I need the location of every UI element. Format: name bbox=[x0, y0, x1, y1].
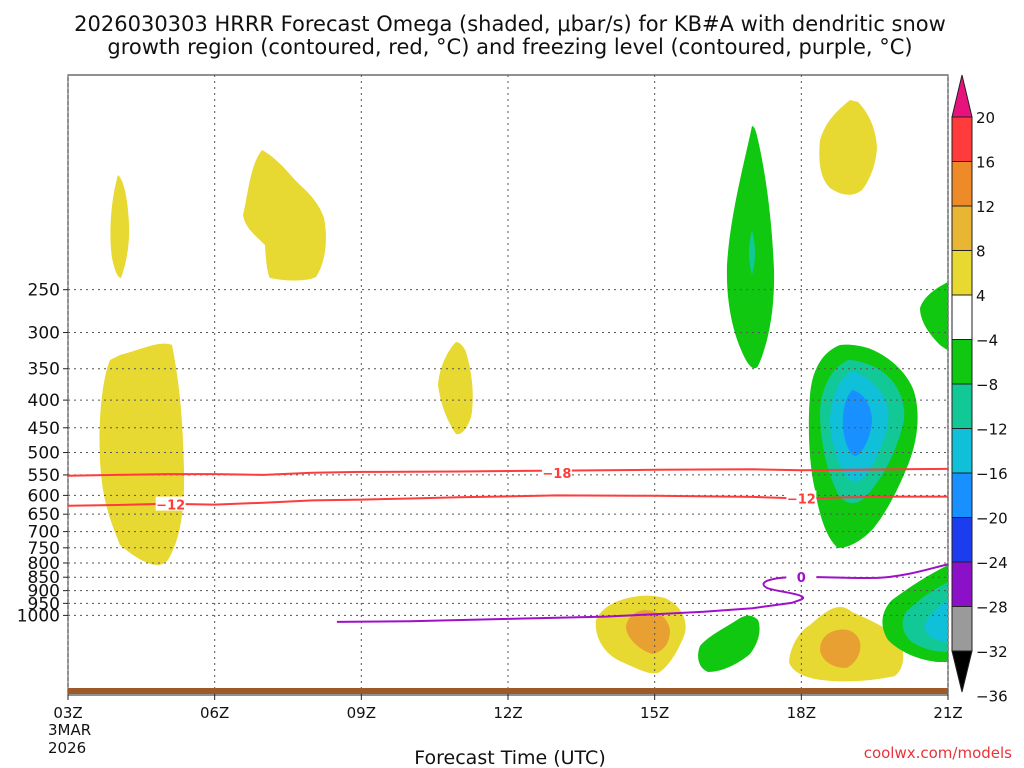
yellow-region-left-upper bbox=[110, 175, 130, 278]
colorbar: 20 16 12 8 4 −4 −8 −12 −16 −20 −24 −28 −32 −36 bbox=[951, 74, 1008, 706]
colorbar-segment bbox=[951, 606, 973, 652]
colorbar-label: −20 bbox=[976, 510, 1008, 528]
green-core-1700 bbox=[749, 230, 755, 275]
y-tick-label: 350 bbox=[28, 360, 60, 380]
contour-lines: −18 −12 −12 0 bbox=[67, 464, 949, 623]
colorbar-label: −16 bbox=[976, 465, 1008, 483]
blue-region-1900-500 bbox=[842, 390, 872, 456]
date-label-year: 2026 bbox=[48, 739, 86, 757]
x-tick-label: 09Z bbox=[347, 704, 376, 722]
x-tick-label: 21Z bbox=[933, 704, 962, 722]
dendritic-minus18-line bbox=[67, 467, 949, 477]
dendritic-minus12-right-label: −12 bbox=[787, 492, 816, 507]
colorbar-segment bbox=[951, 116, 973, 162]
colorbar-label: −36 bbox=[976, 688, 1008, 706]
freezing-level-label: 0 bbox=[797, 571, 806, 586]
y-tick-label: 850 bbox=[28, 568, 60, 588]
colorbar-segment bbox=[951, 561, 973, 607]
colorbar-label: −12 bbox=[976, 421, 1008, 439]
orange-region-1900-930 bbox=[820, 629, 861, 668]
colorbar-label: 4 bbox=[976, 287, 986, 305]
yellow-region-1100-450 bbox=[438, 342, 473, 435]
y-tick-label: 250 bbox=[28, 281, 60, 301]
date-label-day: 3MAR bbox=[48, 721, 91, 739]
orange-region-1500-900 bbox=[626, 610, 670, 654]
y-tick-label: 300 bbox=[28, 324, 60, 344]
y-tick-label: 900 bbox=[28, 582, 60, 602]
y-tick-label: 600 bbox=[28, 486, 60, 506]
chart-title-line1: 2026030303 HRRR Forecast Omega (shaded, … bbox=[74, 12, 946, 36]
x-axis: 03Z 06Z 09Z 12Z 15Z 18Z 21Z bbox=[53, 694, 963, 722]
y-tick-label: 950 bbox=[28, 594, 60, 614]
y-tick-label: 550 bbox=[28, 466, 60, 486]
y-tick-label: 400 bbox=[28, 391, 60, 411]
dendritic-minus18-label: −18 bbox=[542, 467, 571, 482]
colorbar-bottom-arrow bbox=[951, 650, 973, 693]
y-tick-label: 650 bbox=[28, 505, 60, 525]
dendritic-minus12-line bbox=[67, 494, 948, 507]
green-region-1700-950 bbox=[698, 615, 760, 672]
colorbar-segment bbox=[951, 383, 973, 429]
colorbar-top-arrow bbox=[951, 74, 973, 118]
yellow-region-0600-300 bbox=[243, 150, 326, 281]
colorbar-label: 8 bbox=[976, 243, 986, 261]
x-tick-label: 03Z bbox=[53, 704, 82, 722]
x-tick-label: 18Z bbox=[787, 704, 816, 722]
y-tick-label: 800 bbox=[28, 554, 60, 574]
colorbar-label: 12 bbox=[976, 198, 995, 216]
yellow-region-1900-250 bbox=[819, 100, 877, 195]
plot-area: −18 −12 −12 0 bbox=[67, 74, 949, 696]
dendritic-minus18-label-bg bbox=[541, 464, 572, 479]
colorbar-label: −4 bbox=[976, 332, 998, 350]
colorbar-segment bbox=[951, 339, 973, 385]
colorbar-segment bbox=[951, 205, 973, 251]
colorbar-segment bbox=[951, 428, 973, 474]
y-tick-label: 700 bbox=[28, 523, 60, 543]
dendritic-minus12-right-label-bg bbox=[786, 490, 817, 505]
y-tick-label: 750 bbox=[28, 539, 60, 559]
y-tick-label: 500 bbox=[28, 444, 60, 464]
y-tick-label: 1000 bbox=[17, 606, 60, 626]
dendritic-minus12-label-bg bbox=[155, 496, 186, 511]
colorbar-segment bbox=[951, 472, 973, 518]
cyan-region-2100-850 bbox=[924, 600, 948, 642]
colorbar-label: 20 bbox=[976, 109, 995, 127]
x-tick-label: 06Z bbox=[200, 704, 229, 722]
colorbar-segment bbox=[951, 294, 973, 340]
colorbar-label: −32 bbox=[976, 643, 1008, 661]
colorbar-label: −28 bbox=[976, 599, 1008, 617]
y-axis: 2503003504004505005506006507007508008509… bbox=[17, 281, 68, 626]
colorbar-segment bbox=[951, 517, 973, 563]
green-region-2100-400 bbox=[920, 282, 948, 350]
dendritic-minus12-label: −12 bbox=[156, 499, 185, 514]
colorbar-label: −8 bbox=[976, 376, 998, 394]
x-tick-label: 15Z bbox=[640, 704, 669, 722]
colorbar-label: 16 bbox=[976, 154, 995, 172]
y-tick-label: 450 bbox=[28, 419, 60, 439]
colorbar-segment bbox=[951, 250, 973, 296]
x-axis-label: Forecast Time (UTC) bbox=[414, 747, 605, 768]
source-credit: coolwx.com/models bbox=[864, 744, 1012, 762]
x-tick-label: 12Z bbox=[493, 704, 522, 722]
colorbar-label: −24 bbox=[976, 554, 1008, 572]
freezing-level-label-bg bbox=[786, 569, 817, 584]
ground-strip bbox=[68, 688, 948, 694]
colorbar-segment bbox=[951, 161, 973, 207]
chart-title-line2: growth region (contoured, red, °C) and f… bbox=[107, 35, 912, 59]
freezing-level-line bbox=[336, 598, 802, 623]
